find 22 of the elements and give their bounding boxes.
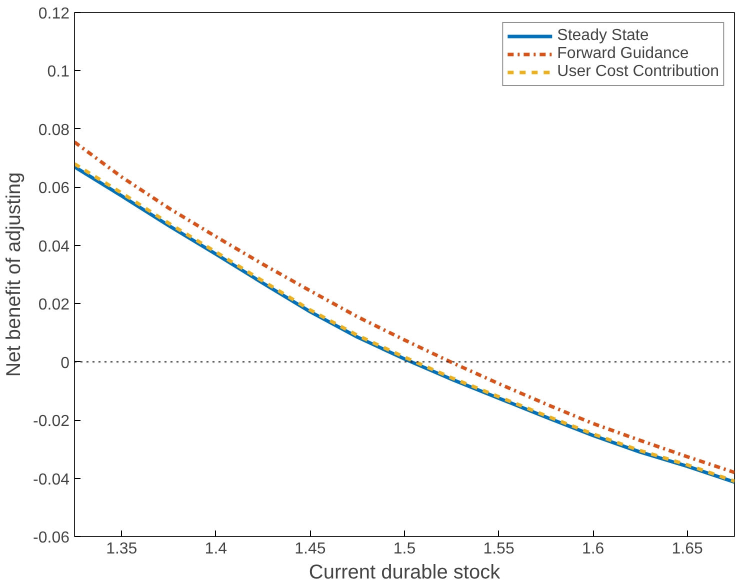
x-tick-label: 1.35 <box>106 540 138 558</box>
y-tick-label: -0.02 <box>33 413 70 430</box>
y-tick-label: -0.04 <box>33 471 70 488</box>
x-tick-label: 1.5 <box>393 540 416 558</box>
y-tick-label: -0.06 <box>33 530 70 546</box>
y-tick-label: 0.1 <box>47 64 70 81</box>
y-tick-label: 0.06 <box>38 180 70 198</box>
legend-label: User Cost Contribution <box>557 63 719 81</box>
y-tick-label: 0.02 <box>38 296 70 314</box>
x-tick-label: 1.6 <box>582 540 604 558</box>
x-tick-label: 1.45 <box>294 540 326 558</box>
x-axis-title: Current durable stock <box>308 562 502 584</box>
y-axis-title: Net benefit of adjusting <box>3 172 26 377</box>
legend-label: Steady State <box>557 27 649 45</box>
x-tick-label: 1.4 <box>204 540 228 558</box>
y-tick-label: 0.12 <box>38 6 70 22</box>
y-tick-label: 0.08 <box>38 122 70 139</box>
legend-label: Forward Guidance <box>557 45 689 63</box>
x-tick-label: 1.65 <box>672 540 704 558</box>
x-tick-label: 1.55 <box>483 540 514 558</box>
y-tick-label: 0.04 <box>38 238 70 256</box>
y-tick-label: 0 <box>60 354 70 372</box>
